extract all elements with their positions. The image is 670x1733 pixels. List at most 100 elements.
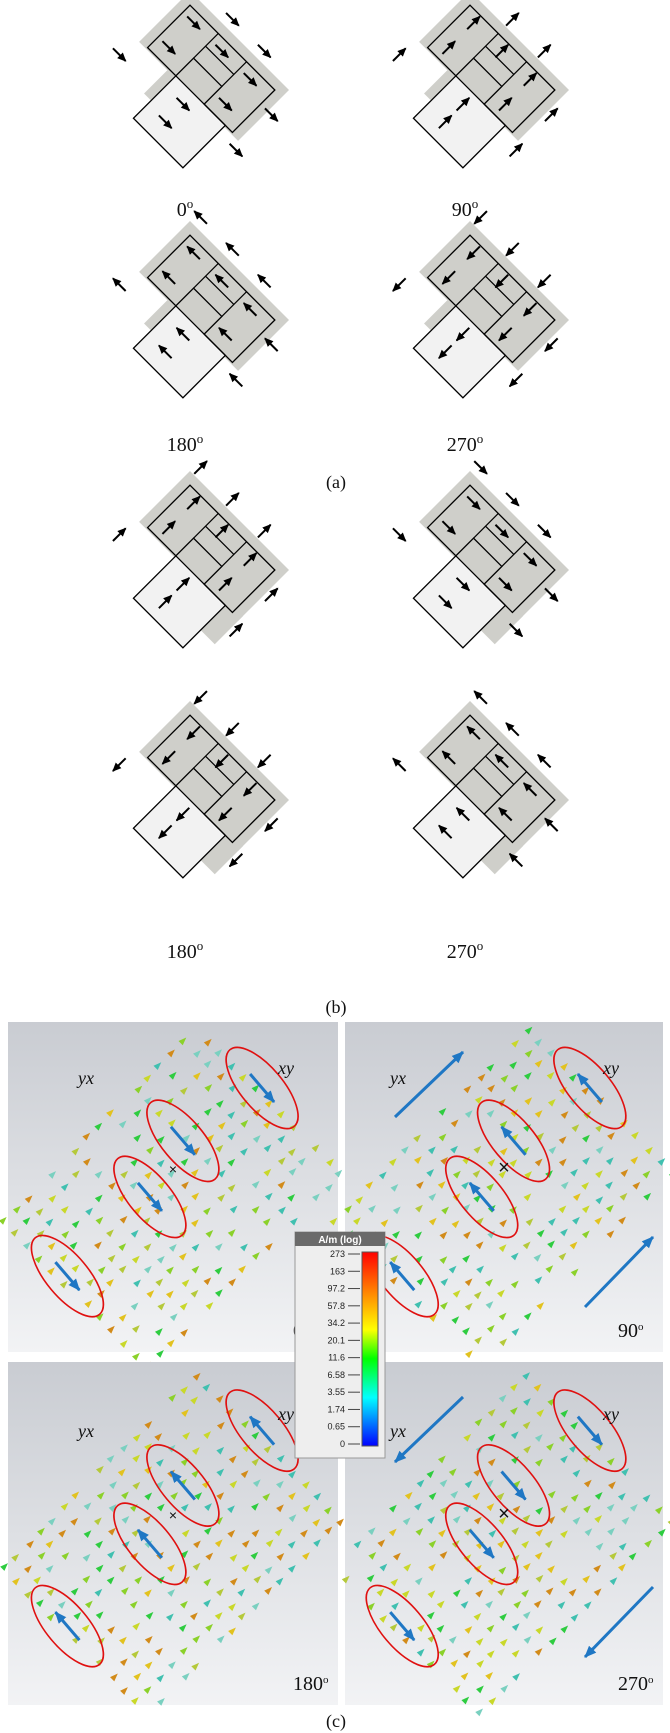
field-vector-glyph [84, 1600, 93, 1609]
field-vector-glyph [368, 1551, 377, 1560]
field-vector-glyph [60, 1205, 69, 1214]
colorbar-header [295, 1232, 385, 1246]
panel-b-gray-patch [419, 701, 569, 851]
field-vector-glyph [560, 1530, 568, 1539]
field-vector-glyph [594, 1515, 603, 1523]
field-vector-glyph [180, 1328, 188, 1337]
panel-b-current-arrow [455, 807, 470, 822]
field-vector-glyph [568, 1588, 577, 1597]
panel-a-current-arrow [508, 373, 524, 388]
field-vector-glyph [228, 1603, 236, 1612]
field-vector-glyph [568, 1073, 577, 1082]
panel-a-divider [205, 275, 235, 305]
field-vector-glyph [313, 1492, 322, 1501]
field-vector-glyph [437, 1455, 446, 1464]
panel-a-label: (a) [326, 472, 346, 493]
field-vector-glyph [129, 1181, 138, 1190]
panel-a-phase-1-degree: o [472, 196, 479, 211]
field-vector-glyph [37, 1551, 46, 1560]
field-vector-glyph [334, 1169, 343, 1178]
field-vector-glyph [193, 1540, 201, 1549]
panel-b-l-outline [426, 714, 556, 844]
label-yx: yx [388, 1421, 406, 1441]
field-vector-glyph [146, 1290, 155, 1298]
phase-degree: o [323, 1674, 329, 1686]
field-vector-glyph [498, 1170, 507, 1179]
panel-a-current-arrow [523, 72, 538, 87]
field-vector-glyph [618, 1542, 627, 1551]
field-vector-glyph [522, 1372, 531, 1381]
field-vector-glyph [452, 1170, 461, 1179]
field-vector-glyph [325, 1184, 333, 1192]
field-vector-glyph [463, 1433, 472, 1442]
colorbar-title: A/m (log) [318, 1235, 361, 1246]
field-vector-glyph [620, 1169, 629, 1178]
field-vector-glyph [581, 1230, 590, 1239]
field-vector-glyph [155, 1109, 163, 1118]
field-vector-glyph [522, 1562, 531, 1571]
field-vector-glyph [203, 1527, 212, 1535]
panel-b-current-arrow [494, 524, 509, 539]
field-vector-glyph [389, 1504, 397, 1513]
red-ellipse-2 [113, 1155, 187, 1239]
panel-c-tile-3: × yx xy 270o [341, 1362, 670, 1717]
field-vector-glyph [485, 1600, 493, 1609]
field-vector-glyph [93, 1517, 102, 1526]
field-vector-glyph [168, 1394, 177, 1402]
field-vector-glyph [59, 1280, 68, 1289]
field-vector-glyph [548, 1146, 557, 1155]
field-vector-glyph [131, 1255, 140, 1264]
field-vector-glyph [581, 1205, 590, 1214]
field-vector-glyph [144, 1661, 153, 1670]
panel-b-current-arrow [494, 754, 509, 769]
field-vector-glyph [134, 1085, 143, 1094]
field-vector-glyph [36, 1230, 45, 1238]
field-vector-glyph [228, 1278, 237, 1287]
field-vector-glyph [95, 1540, 103, 1549]
panel-a-phase-3-degree: o [477, 431, 484, 446]
panel-a-current-arrow [218, 327, 233, 342]
field-vector-glyph [142, 1217, 151, 1225]
field-vector-glyph [440, 1278, 449, 1287]
field-vector-glyph [523, 1445, 532, 1454]
panel-b-current-arrow [161, 750, 176, 765]
field-vector-glyph [48, 1171, 57, 1179]
panel-b-current-arrow [214, 754, 229, 769]
field-vector-glyph [157, 1181, 166, 1190]
field-vector-glyph [353, 1540, 362, 1549]
field-vector-glyph [94, 1194, 103, 1203]
field-vector-glyph [560, 1409, 569, 1418]
field-vector-glyph [107, 1325, 115, 1334]
field-vector-glyph [45, 1565, 54, 1573]
field-vector-glyph [57, 1601, 66, 1609]
field-vector-glyph [485, 1672, 493, 1680]
field-vector-glyph [545, 1265, 554, 1273]
panel-a-current-arrow [455, 327, 470, 342]
field-vector-glyph [487, 1408, 496, 1417]
field-vector-glyph [473, 1145, 482, 1154]
field-vector-glyph [229, 1554, 238, 1562]
field-vector-glyph [522, 1421, 531, 1430]
field-vector-glyph [426, 1660, 435, 1669]
field-vector-glyph [536, 1132, 545, 1141]
field-vector-glyph [33, 1576, 42, 1585]
field-vector-glyph [521, 1540, 530, 1549]
field-vector-glyph [510, 1280, 519, 1289]
field-vector-glyph [203, 1108, 212, 1116]
field-vector-glyph [71, 1170, 80, 1179]
field-vector-glyph [241, 1540, 250, 1548]
panel-b-current-arrow [112, 527, 127, 542]
panel-a-current-arrow [494, 274, 509, 289]
field-vector-glyph [547, 1240, 555, 1249]
field-vector-glyph [264, 1242, 273, 1251]
field-vector-glyph [168, 1071, 177, 1080]
field-vector-glyph [300, 1529, 308, 1538]
field-vector-glyph [572, 1193, 581, 1201]
field-vector-glyph [119, 1340, 128, 1348]
field-vector-glyph [486, 1624, 495, 1633]
field-vector-glyph [464, 1626, 473, 1634]
colorbar-tick-label: 57.8 [327, 1301, 345, 1311]
field-vector-glyph [262, 1493, 271, 1502]
field-vector-glyph [202, 1383, 211, 1392]
field-vector-glyph [583, 1479, 592, 1488]
